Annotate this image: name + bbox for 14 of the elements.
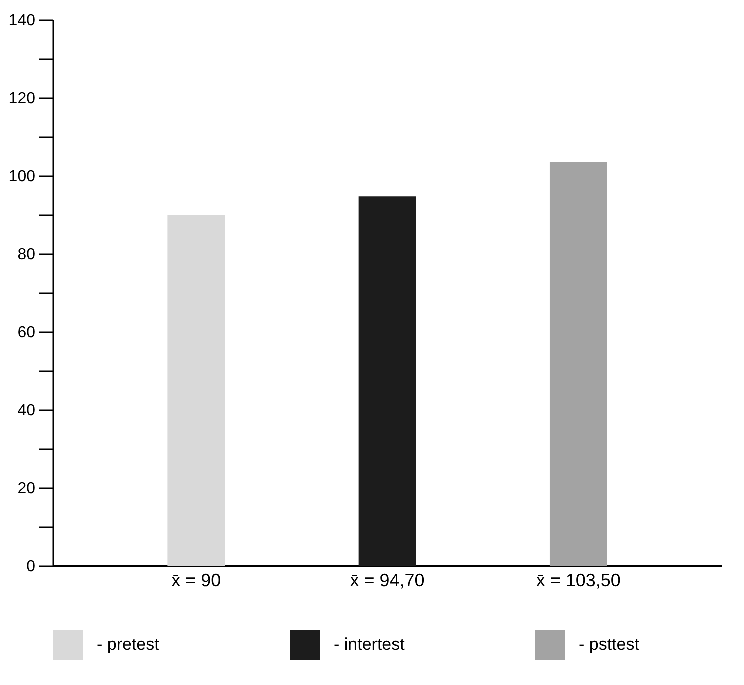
y-tick-label: 60 — [18, 324, 36, 342]
legend-label: - intertest — [334, 635, 406, 654]
y-tick-label: 100 — [8, 168, 36, 186]
legend-label: - psttest — [579, 635, 640, 654]
y-tick-label: 0 — [26, 558, 36, 576]
y-tick-label: 80 — [18, 246, 36, 264]
y-tick-label: 20 — [18, 480, 36, 498]
x-tick-label: x̄ = 94,70 — [350, 570, 425, 590]
y-tick-label: 120 — [8, 90, 36, 108]
y-tick-label: 40 — [18, 402, 36, 420]
x-tick-label: x̄ = 90 — [172, 570, 222, 590]
x-tick-label: x̄ = 103,50 — [536, 570, 621, 590]
legend-label: - pretest — [97, 635, 160, 654]
y-tick-label: 140 — [8, 12, 36, 30]
